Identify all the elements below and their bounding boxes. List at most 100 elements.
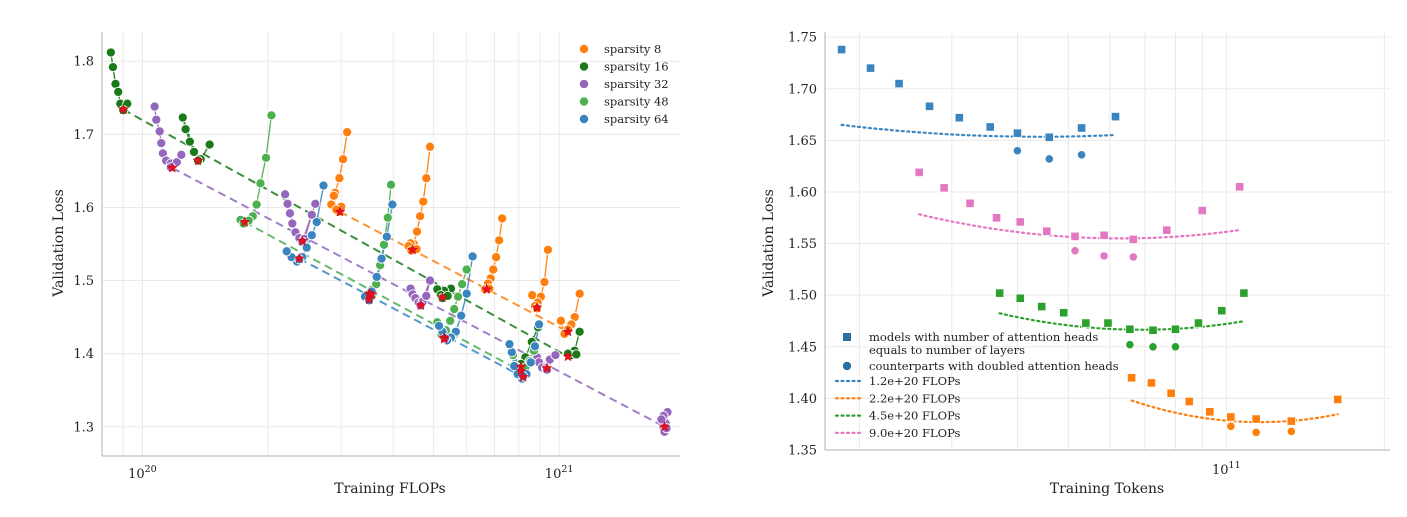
optimum-star-sparsity-32	[166, 162, 178, 173]
square-point-4-5e-20-flops	[1037, 301, 1047, 312]
square-point-9-0e-20-flops	[1197, 205, 1207, 216]
right-y-ticks: 1.35 1.40 1.45 1.50 1.55 1.60 1.65 1.70 1.75	[788, 31, 817, 459]
point-sparsity-8	[494, 235, 505, 246]
point-sparsity-32	[284, 208, 296, 219]
point-sparsity-32	[149, 101, 160, 112]
right-y-tick-label: 1.70	[788, 82, 817, 97]
square-point-2-2e-20-flops	[1333, 394, 1343, 405]
optimum-star-sparsity-48	[239, 216, 251, 227]
point-sparsity-48	[260, 152, 272, 163]
point-sparsity-48	[457, 279, 468, 290]
point-sparsity-32	[550, 350, 561, 361]
square-point-9-0e-20-flops	[1128, 234, 1138, 245]
optimum-star-sparsity-32	[296, 235, 308, 246]
point-sparsity-64	[311, 217, 322, 228]
point-sparsity-16	[571, 349, 582, 360]
legend-label-sparsity-32: sparsity 32	[604, 77, 669, 91]
point-sparsity-48	[255, 178, 266, 189]
square-point-9-0e-20-flops	[1235, 182, 1245, 192]
legend-label-9-0e-20-flops: 9.0e+20 FLOPs	[869, 426, 960, 440]
point-sparsity-16	[113, 86, 124, 97]
circle-point-9-0e-20-flops	[1099, 251, 1109, 261]
square-point-9-0e-20-flops	[1162, 225, 1172, 235]
square-point-1-2e-20-flops	[837, 44, 847, 55]
optimum-star-sparsity-32	[541, 362, 553, 373]
right-y-tick-label: 1.35	[788, 444, 817, 459]
optimum-star-sparsity-64	[438, 333, 450, 344]
point-sparsity-16	[180, 124, 191, 135]
point-sparsity-64	[301, 242, 312, 253]
square-point-2-2e-20-flops	[1286, 416, 1296, 426]
square-point-1-2e-20-flops	[865, 63, 876, 73]
circle-point-4-5e-20-flops	[1148, 342, 1158, 352]
legend-marker-sparsity-32	[579, 79, 590, 90]
point-sparsity-8	[342, 127, 353, 138]
square-point-4-5e-20-flops	[1170, 324, 1181, 334]
left-y-tick-label: 1.3	[73, 420, 94, 435]
point-sparsity-8	[418, 196, 429, 207]
right-y-tick-label: 1.55	[788, 237, 817, 252]
point-sparsity-32	[424, 275, 436, 286]
legend-square-marker	[843, 333, 851, 341]
left-y-ticks: 1.3 1.4 1.5 1.6 1.7 1.8	[73, 55, 94, 436]
left-y-tick-label: 1.6	[73, 201, 94, 216]
circle-point-1-2e-20-flops	[1044, 154, 1054, 164]
point-sparsity-64	[433, 320, 445, 331]
point-sparsity-8	[497, 213, 508, 224]
point-sparsity-16	[177, 112, 188, 123]
right-y-tick-label: 1.60	[788, 185, 817, 200]
point-sparsity-16	[204, 139, 215, 150]
point-sparsity-8	[527, 290, 538, 301]
point-sparsity-64	[306, 230, 317, 241]
point-sparsity-32	[176, 149, 187, 160]
square-point-1-2e-20-flops	[1044, 132, 1054, 142]
point-sparsity-32	[156, 138, 167, 149]
circle-point-4-5e-20-flops	[1125, 340, 1135, 350]
point-sparsity-32	[656, 414, 667, 425]
square-point-1-2e-20-flops	[985, 122, 995, 132]
right-axes	[824, 32, 1390, 451]
legend-label-2-2e-20-flops: 2.2e+20 FLOPs	[869, 391, 960, 405]
left-y-tick-label: 1.8	[73, 55, 94, 70]
right-points	[837, 44, 1343, 438]
point-sparsity-8	[337, 154, 349, 165]
left-chart: 1020 1021 1.3 1.4 1.5 1.6 1.7 1.8 Training FLO…	[51, 32, 680, 497]
right-y-tick-label: 1.50	[788, 289, 817, 304]
optimum-star-sparsity-16	[437, 291, 448, 302]
circle-point-1-2e-20-flops	[1012, 146, 1023, 156]
optimum-star-sparsity-64	[517, 371, 529, 382]
square-point-2-2e-20-flops	[1146, 378, 1157, 388]
point-sparsity-8	[491, 252, 502, 263]
optimum-star-sparsity-8	[481, 283, 493, 294]
point-sparsity-32	[154, 126, 165, 137]
square-point-2-2e-20-flops	[1205, 407, 1215, 417]
right-x-axis-label: Training Tokens	[1050, 481, 1164, 497]
circle-point-9-0e-20-flops	[1070, 246, 1080, 256]
left-x-tick-label: 1021	[545, 464, 574, 482]
point-sparsity-64	[376, 253, 387, 264]
right-y-tick-label: 1.65	[788, 134, 817, 149]
point-sparsity-64	[281, 246, 292, 257]
fit-line-sparsity-8	[339, 210, 569, 333]
legend-circle-marker	[842, 361, 852, 371]
right-chart: 1011 1.35 1.40 1.45 1.50 1.55 1.60 1.65 1.70 1.7…	[761, 31, 1390, 497]
right-y-tick-label: 1.45	[788, 340, 817, 355]
point-sparsity-32	[421, 290, 432, 301]
point-sparsity-64	[318, 180, 329, 191]
point-sparsity-16	[188, 146, 200, 157]
legend-square-label-line1: models with number of attention heads	[869, 330, 1098, 344]
point-sparsity-16	[184, 136, 195, 147]
left-gridlines	[101, 32, 680, 456]
point-sparsity-48	[452, 291, 464, 302]
point-sparsity-8	[411, 226, 423, 237]
square-point-2-2e-20-flops	[1226, 412, 1236, 422]
legend-square-label-line2: equals to number of layers	[869, 343, 1025, 357]
point-sparsity-8	[574, 288, 585, 299]
legend-label-sparsity-16: sparsity 16	[604, 60, 669, 74]
legend-label-4-5e-20-flops: 4.5e+20 FLOPs	[869, 409, 960, 423]
square-point-4-5e-20-flops	[995, 288, 1005, 298]
right-legend: models with number of attention heads eq…	[834, 330, 1119, 440]
square-point-9-0e-20-flops	[1070, 231, 1080, 241]
point-sparsity-48	[461, 264, 472, 275]
